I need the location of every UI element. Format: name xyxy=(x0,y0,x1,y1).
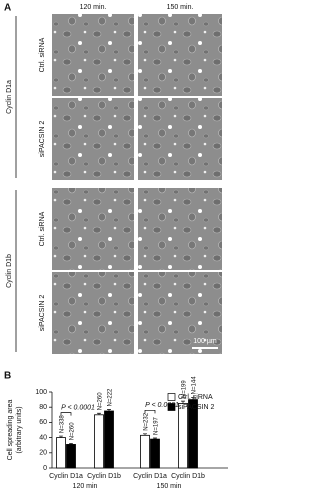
n-label: N=260 xyxy=(70,422,76,441)
bar xyxy=(94,414,104,469)
bar xyxy=(66,444,76,469)
row-group-label: Cyclin D1b xyxy=(6,254,13,288)
y-axis-title: (arbitrary units) xyxy=(16,406,23,453)
y-tick-label: 0 xyxy=(43,465,47,472)
significance-bracket xyxy=(60,412,72,416)
group-label: 150 min xyxy=(157,483,182,490)
micrograph xyxy=(52,98,134,180)
legend-label: Ctrl. siRNA xyxy=(178,394,213,401)
x-tick-label: Cyclin D1b xyxy=(171,473,205,480)
y-tick-label: 20 xyxy=(39,450,47,457)
panel-label: A xyxy=(4,3,11,14)
bar xyxy=(56,437,66,469)
group-label: 120 min xyxy=(73,483,98,490)
bar xyxy=(104,410,114,469)
n-label: N=338 xyxy=(60,415,66,434)
n-label: N=144 xyxy=(192,376,198,395)
error-bar xyxy=(191,396,195,400)
x-tick-label: Cyclin D1a xyxy=(49,473,83,480)
y-tick-label: 40 xyxy=(39,434,47,441)
y-tick-label: 80 xyxy=(39,404,47,411)
p-value: P < 0.0001 xyxy=(61,404,95,411)
n-label: N=232 xyxy=(144,412,150,431)
significance-bracket xyxy=(144,409,156,414)
row-label: Ctrl. siRNA xyxy=(39,37,46,72)
error-bar xyxy=(69,442,73,445)
column-header: 120 min. xyxy=(80,4,107,11)
bar-chart: 0 20 40 60 80 100 Cyclin D1a Cyclin D1b Cyclin D… xyxy=(35,376,228,490)
legend-label: siPACSIN 2 xyxy=(178,404,215,411)
legend-swatch xyxy=(167,403,176,411)
error-bar xyxy=(181,400,185,404)
micrograph xyxy=(138,14,222,96)
micrograph xyxy=(138,98,222,180)
bar xyxy=(178,402,188,469)
micrograph xyxy=(138,272,222,354)
y-axis-title: Cell spreading area xyxy=(7,400,14,461)
row-label: siPACSIN 2 xyxy=(39,295,46,332)
micrographs xyxy=(52,14,222,354)
panel-label: B xyxy=(4,371,11,382)
legend-swatch xyxy=(167,393,176,401)
micrograph xyxy=(52,14,134,96)
figure: A 120 min. 150 min. Cyclin D1a Cyclin D1… xyxy=(4,3,228,490)
error-bar xyxy=(143,433,147,436)
error-bar xyxy=(153,437,157,440)
x-tick-label: Cyclin D1b xyxy=(87,473,121,480)
micrograph xyxy=(52,272,134,354)
error-bar xyxy=(97,412,101,415)
y-tick-label: 60 xyxy=(39,419,47,426)
n-label: N=199 xyxy=(182,380,188,399)
row-label: Ctrl. siRNA xyxy=(39,211,46,246)
p-value: P < 0.0001 xyxy=(145,402,179,409)
bar xyxy=(140,434,150,469)
row-group-label: Cyclin D1a xyxy=(6,80,13,114)
bar xyxy=(150,438,160,469)
row-label: siPACSIN 2 xyxy=(39,121,46,158)
n-label: N=197 xyxy=(154,416,160,435)
error-bar xyxy=(59,435,63,438)
n-label: N=260 xyxy=(98,392,104,411)
micrograph xyxy=(52,188,134,270)
x-tick-label: Cyclin D1a xyxy=(133,473,167,480)
micrograph xyxy=(138,188,222,270)
scale-bar-label: 100 µm xyxy=(193,338,217,345)
n-label: N=222 xyxy=(108,388,114,407)
y-tick-label: 100 xyxy=(35,389,47,396)
error-bar xyxy=(107,409,111,411)
column-header: 150 min. xyxy=(167,4,194,11)
